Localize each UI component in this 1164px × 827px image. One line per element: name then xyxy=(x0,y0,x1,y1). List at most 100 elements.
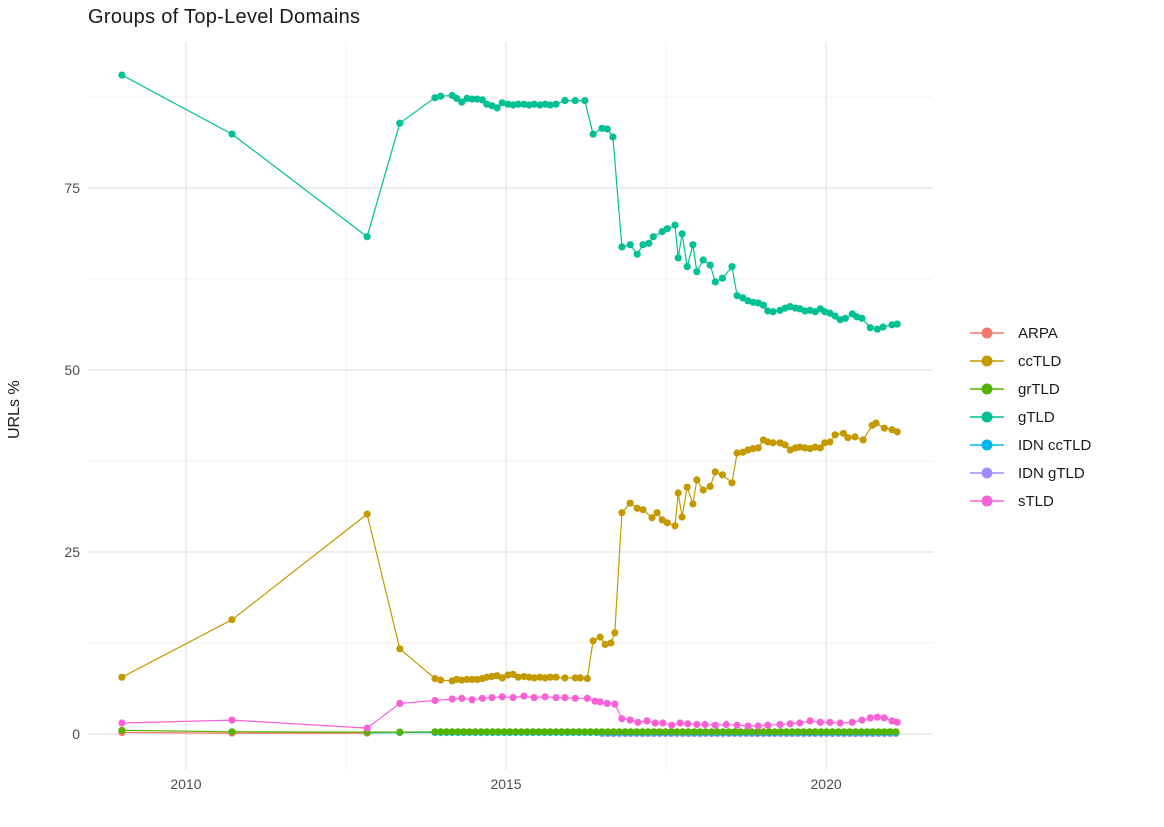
data-point xyxy=(656,728,664,736)
series-grtld xyxy=(118,726,900,736)
data-point xyxy=(500,728,508,736)
data-point xyxy=(627,728,635,736)
data-point xyxy=(828,728,837,736)
data-point xyxy=(601,640,609,649)
data-point xyxy=(118,726,126,734)
data-point xyxy=(728,263,736,271)
data-point xyxy=(848,718,856,726)
data-point xyxy=(458,98,466,106)
data-point xyxy=(458,694,466,702)
data-point xyxy=(764,721,772,729)
data-point xyxy=(683,483,691,491)
data-point xyxy=(765,728,773,736)
data-point xyxy=(893,718,901,726)
data-point xyxy=(872,419,880,427)
data-point xyxy=(769,308,777,316)
data-point xyxy=(831,431,839,439)
legend-entry-cctld: ccTLD xyxy=(968,347,1091,375)
data-point xyxy=(363,233,371,241)
data-point xyxy=(834,728,842,736)
data-point xyxy=(711,468,719,476)
y-tick-label: 50 xyxy=(64,361,80,378)
data-point xyxy=(118,71,126,79)
data-point xyxy=(699,486,707,494)
data-point xyxy=(733,292,741,300)
data-point xyxy=(228,616,236,624)
data-point xyxy=(836,719,844,727)
legend-key-icon xyxy=(970,495,1004,507)
data-point xyxy=(463,675,471,684)
data-point xyxy=(468,675,476,684)
data-point xyxy=(489,728,497,736)
data-point xyxy=(540,728,549,736)
legend-key-icon xyxy=(970,411,1004,423)
legend-key-icon xyxy=(970,467,1004,479)
data-point xyxy=(561,674,569,682)
data-point xyxy=(454,728,462,736)
data-point xyxy=(596,698,604,706)
data-point xyxy=(396,728,404,736)
data-point xyxy=(859,436,867,444)
data-point xyxy=(649,233,657,241)
data-point xyxy=(648,514,656,522)
data-point xyxy=(748,728,756,736)
data-point xyxy=(679,728,687,736)
data-point xyxy=(873,325,881,333)
data-point xyxy=(478,694,486,702)
data-point xyxy=(816,444,824,452)
data-point xyxy=(817,728,825,736)
legend-key-icon xyxy=(970,327,1004,339)
data-point xyxy=(363,510,371,518)
data-point xyxy=(893,320,901,328)
data-point xyxy=(448,728,456,736)
data-point xyxy=(725,728,733,736)
data-point xyxy=(674,489,682,497)
data-point xyxy=(437,676,445,684)
data-point xyxy=(731,728,739,736)
data-point xyxy=(776,720,784,729)
legend-key-icon xyxy=(970,383,1004,395)
data-point xyxy=(713,728,721,736)
data-point xyxy=(589,130,597,138)
data-point xyxy=(471,728,479,736)
data-point xyxy=(596,633,604,641)
data-point xyxy=(468,696,476,704)
data-point xyxy=(744,722,752,730)
data-point xyxy=(707,728,716,736)
data-point xyxy=(718,274,727,282)
legend-key-icon xyxy=(970,355,1004,367)
data-point xyxy=(598,728,606,736)
data-point xyxy=(639,241,647,249)
data-point xyxy=(711,721,719,729)
data-point xyxy=(535,728,543,736)
data-point xyxy=(561,97,569,105)
data-point xyxy=(690,728,698,736)
series-stld xyxy=(118,692,901,732)
data-point xyxy=(618,715,626,723)
data-point xyxy=(558,728,566,736)
data-point xyxy=(592,728,600,736)
data-point xyxy=(781,441,789,449)
data-point xyxy=(626,241,634,249)
data-point xyxy=(610,728,618,736)
data-point xyxy=(517,728,526,736)
data-point xyxy=(228,728,236,736)
legend-label: IDN ccTLD xyxy=(1018,436,1092,454)
data-point xyxy=(118,719,126,727)
data-point xyxy=(706,261,714,269)
data-point xyxy=(841,314,849,322)
series-line xyxy=(121,74,898,330)
data-point xyxy=(719,728,727,736)
data-point xyxy=(699,256,707,264)
data-point xyxy=(880,714,888,722)
x-tick-label: 2015 xyxy=(490,776,522,792)
legend-entry-grtld: grTLD xyxy=(968,375,1091,403)
data-point xyxy=(805,728,814,736)
data-point xyxy=(511,728,520,736)
data-point xyxy=(396,645,404,653)
data-point xyxy=(645,239,653,247)
data-point xyxy=(759,301,768,309)
data-point xyxy=(839,429,848,437)
legend-key-dot xyxy=(981,355,993,367)
data-point xyxy=(530,694,538,702)
